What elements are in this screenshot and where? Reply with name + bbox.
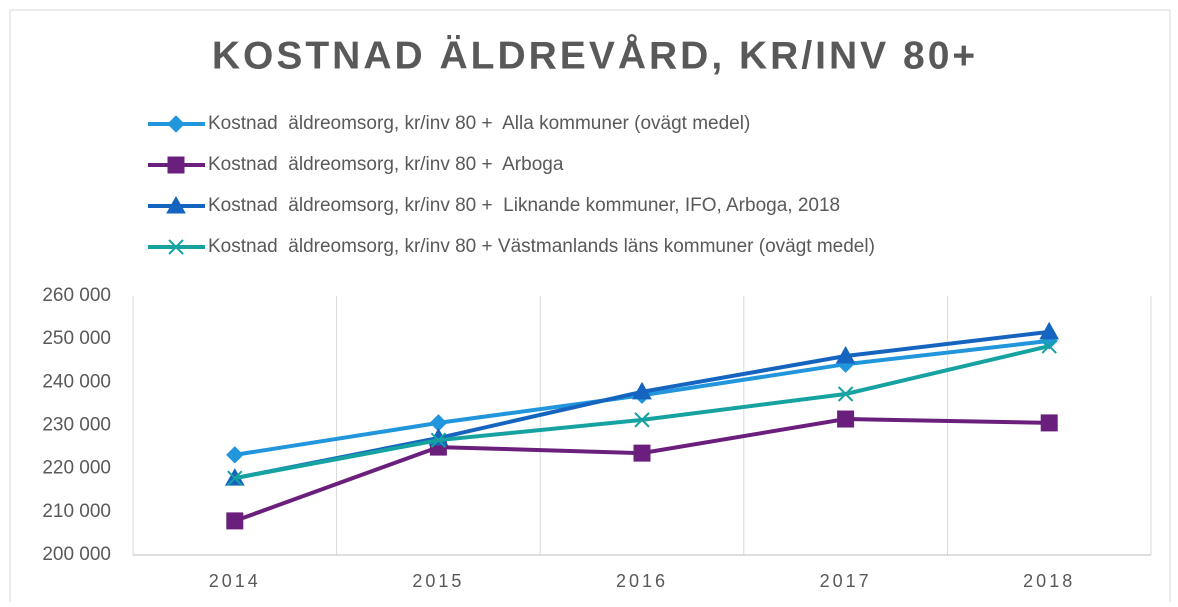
marker	[1039, 321, 1060, 340]
marker	[168, 239, 184, 255]
marker	[166, 195, 186, 214]
marker	[837, 386, 854, 402]
marker	[167, 156, 185, 174]
y-tick-label: 230 000	[42, 415, 111, 436]
marker	[167, 115, 185, 133]
marker	[634, 412, 650, 428]
y-tick-label: 240 000	[42, 371, 111, 392]
marker	[835, 345, 856, 364]
y-tick-label: 250 000	[42, 328, 111, 349]
marker	[226, 512, 244, 530]
marker	[227, 470, 243, 486]
marker	[632, 381, 652, 400]
x-tick-label: 2014	[209, 571, 261, 591]
x-tick-label: 2015	[412, 571, 464, 591]
legend-label: Kostnad äldreomsorg, kr/inv 80 + Alla ko…	[208, 113, 750, 134]
chart-title: KOSTNAD ÄLDREVÅRD, KR/INV 80+	[212, 33, 978, 77]
marker	[1040, 414, 1058, 432]
x-tick-label: 2016	[616, 571, 668, 591]
y-tick-label: 260 000	[42, 285, 111, 306]
legend-label: Kostnad äldreomsorg, kr/inv 80 + Västman…	[208, 236, 875, 257]
marker	[1041, 338, 1057, 354]
marker	[633, 444, 651, 462]
legend-label: Kostnad äldreomsorg, kr/inv 80 + Arboga	[208, 154, 564, 175]
legend-label: Kostnad äldreomsorg, kr/inv 80 + Liknand…	[208, 195, 840, 216]
x-tick-label: 2017	[820, 571, 872, 591]
marker	[430, 432, 447, 448]
marker	[837, 410, 855, 428]
chart-border	[9, 9, 1171, 607]
y-tick-label: 210 000	[42, 501, 111, 522]
y-tick-label: 220 000	[42, 458, 111, 479]
x-tick-label: 2018	[1023, 571, 1075, 591]
y-tick-label: 200 000	[42, 544, 111, 565]
marker	[226, 446, 244, 464]
